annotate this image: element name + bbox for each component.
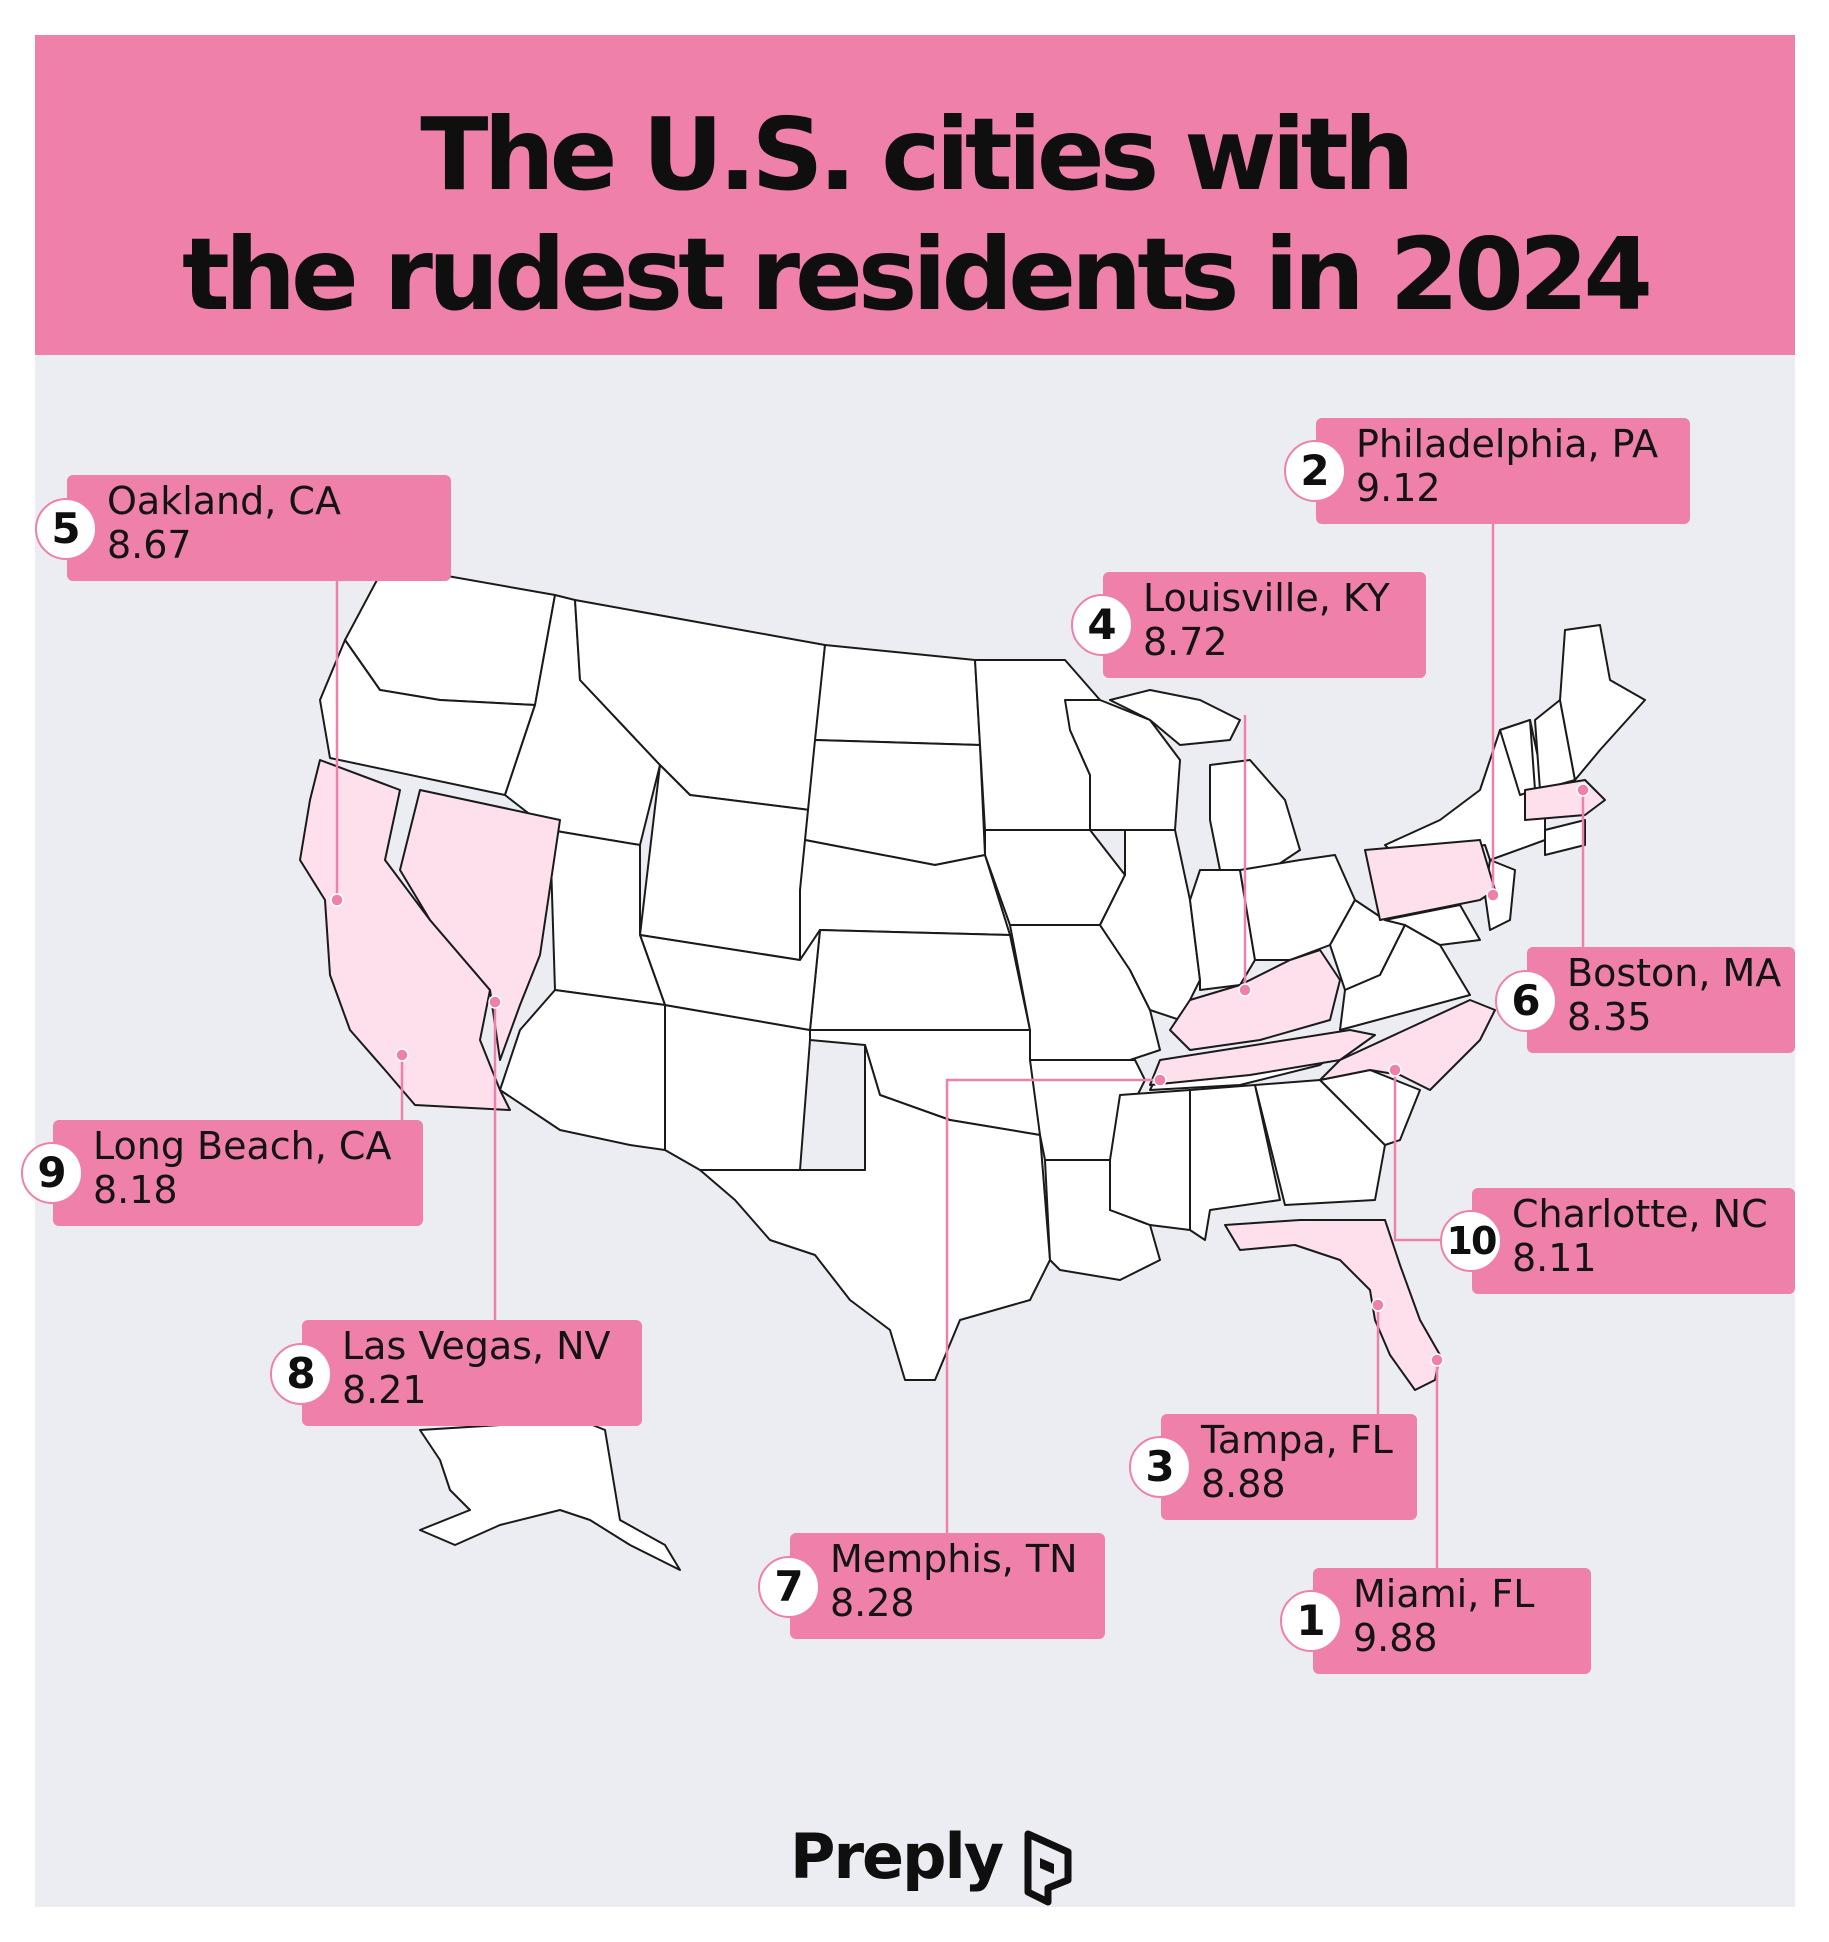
city-score: 8.11: [1512, 1236, 1597, 1280]
city-name: Oakland, CA: [107, 479, 341, 523]
city-label-louisville: Louisville, KY 8.72: [1103, 572, 1426, 678]
city-dot-long-beach: [395, 1048, 409, 1062]
rank-badge: 10: [1440, 1210, 1502, 1272]
rank-badge: 7: [758, 1556, 820, 1618]
rank-badge: 5: [35, 498, 97, 560]
city-score: 8.18: [93, 1168, 178, 1212]
state-texas: [699, 1044, 1051, 1381]
city-label-miami: Miami, FL 9.88: [1313, 1568, 1591, 1674]
city-label-charlotte: Charlotte, NC 8.11: [1472, 1188, 1795, 1294]
city-name: Louisville, KY: [1143, 576, 1390, 620]
leader-line-charlotte: [1393, 1070, 1445, 1242]
rank-badge: 3: [1129, 1436, 1191, 1498]
state-new-mexico: [664, 1004, 811, 1171]
state-michigan-upper: [1109, 689, 1241, 746]
leader-line-memphis: [945, 1078, 1160, 1535]
city-name: Miami, FL: [1353, 1572, 1535, 1616]
city-dot-charlotte: [1388, 1063, 1402, 1077]
city-name: Tampa, FL: [1201, 1418, 1393, 1462]
city-label-philadelphia: Philadelphia, PA 9.12: [1316, 418, 1690, 524]
city-label-oakland: Oakland, CA 8.67: [67, 475, 451, 581]
state-michigan-lower: [1209, 759, 1301, 871]
state-alaska: [419, 1419, 681, 1571]
page-title-line-1: The U.S. cities with: [420, 96, 1415, 213]
rank-badge: 2: [1284, 440, 1346, 502]
city-name: Memphis, TN: [830, 1537, 1078, 1581]
city-dot-louisville: [1238, 983, 1252, 997]
city-dot-philadelphia: [1486, 888, 1500, 902]
city-dot-miami: [1430, 1353, 1444, 1367]
city-name: Las Vegas, NV: [342, 1324, 611, 1368]
state-arizona: [499, 989, 666, 1151]
city-dot-tampa: [1371, 1298, 1385, 1312]
city-score: 8.35: [1567, 995, 1652, 1039]
state-mississippi: [1109, 1089, 1191, 1231]
title-banner: The U.S. cities with the rudest resident…: [35, 35, 1795, 355]
city-score: 9.88: [1353, 1616, 1438, 1660]
city-dot-boston: [1576, 783, 1590, 797]
state-illinois: [1099, 829, 1201, 1021]
city-score: 8.28: [830, 1581, 915, 1625]
page-title-line-2: the rudest residents in 2024: [182, 216, 1653, 333]
state-north-dakota: [814, 644, 981, 746]
city-label-boston: Boston, MA 8.35: [1527, 947, 1795, 1053]
city-name: Charlotte, NC: [1512, 1192, 1768, 1236]
city-name: Philadelphia, PA: [1356, 422, 1659, 466]
brand-name: Preply: [790, 1820, 1004, 1893]
preply-logo: Preply: [790, 1820, 1004, 1893]
state-utah: [549, 829, 666, 1006]
state-north-carolina: [1319, 999, 1496, 1091]
state-iowa: [984, 829, 1126, 926]
city-name: Boston, MA: [1567, 951, 1782, 995]
city-score: 8.72: [1143, 620, 1228, 664]
city-label-las-vegas: Las Vegas, NV 8.21: [302, 1320, 642, 1426]
city-score: 8.88: [1201, 1462, 1286, 1506]
city-label-long-beach: Long Beach, CA 8.18: [53, 1120, 423, 1226]
rank-badge: 4: [1071, 594, 1133, 656]
state-california: [299, 759, 511, 1111]
city-label-memphis: Memphis, TN 8.28: [790, 1533, 1105, 1639]
preply-logo-icon: [1024, 1830, 1072, 1906]
state-pennsylvania: [1364, 839, 1496, 921]
city-dot-memphis: [1153, 1073, 1167, 1087]
state-kansas: [809, 929, 1031, 1031]
state-connecticut: [1544, 819, 1586, 856]
rank-badge: 9: [21, 1142, 83, 1204]
city-score: 8.21: [342, 1368, 427, 1412]
city-dot-las-vegas: [488, 995, 502, 1009]
rank-badge: 6: [1495, 970, 1557, 1032]
city-score: 8.67: [107, 523, 192, 567]
state-nevada: [399, 789, 561, 1061]
city-name: Long Beach, CA: [93, 1124, 392, 1168]
rank-badge: 1: [1280, 1590, 1342, 1652]
state-maine: [1559, 624, 1646, 781]
state-florida: [1224, 1219, 1441, 1391]
city-label-tampa: Tampa, FL 8.88: [1161, 1414, 1417, 1520]
rank-badge: 8: [270, 1343, 332, 1405]
state-kentucky: [1169, 949, 1341, 1051]
state-georgia: [1254, 1079, 1386, 1206]
city-score: 9.12: [1356, 466, 1441, 510]
city-dot-oakland: [330, 893, 344, 907]
